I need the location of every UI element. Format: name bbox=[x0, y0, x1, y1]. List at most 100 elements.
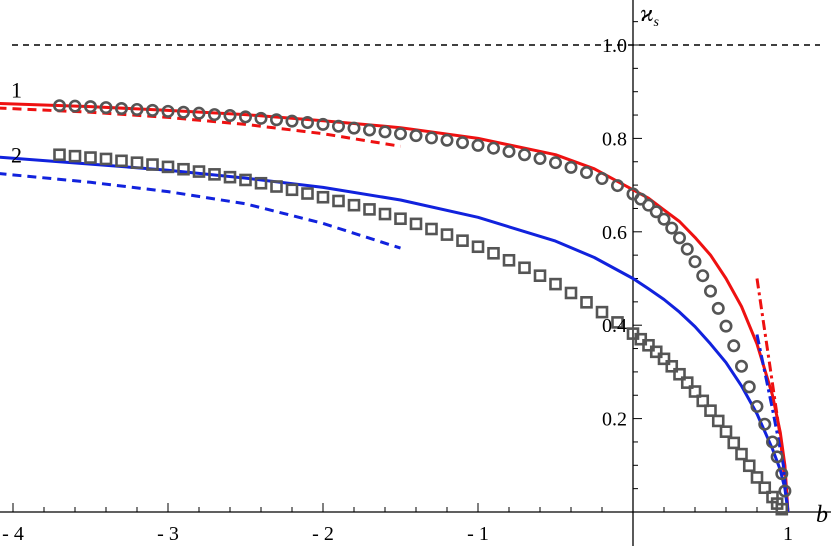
square-marker bbox=[130, 156, 144, 169]
circle-marker bbox=[742, 380, 756, 394]
square-marker bbox=[378, 207, 392, 221]
circle-marker bbox=[734, 359, 748, 373]
circle-marker bbox=[680, 242, 694, 256]
square-marker bbox=[688, 385, 702, 398]
square-marker bbox=[161, 160, 175, 174]
circle-marker bbox=[649, 205, 663, 219]
circle-marker bbox=[595, 172, 609, 186]
square-marker bbox=[649, 345, 663, 359]
circle-marker bbox=[672, 231, 686, 245]
x-tick-label: - 2 bbox=[312, 523, 334, 545]
square-marker bbox=[301, 187, 314, 200]
square-marker bbox=[192, 165, 206, 178]
square-marker bbox=[347, 198, 361, 212]
square-marker bbox=[254, 176, 268, 190]
circle-marker bbox=[502, 144, 516, 158]
square-marker bbox=[518, 261, 531, 275]
circle-marker bbox=[130, 102, 144, 116]
square-marker bbox=[332, 194, 345, 208]
square-marker bbox=[704, 404, 717, 417]
circle-marker bbox=[269, 113, 283, 127]
circle-marker bbox=[770, 450, 784, 464]
circle-marker bbox=[719, 319, 733, 333]
circle-marker bbox=[517, 148, 531, 162]
x-tick-label: 1 bbox=[783, 523, 793, 545]
square-marker bbox=[53, 148, 66, 162]
circle-marker bbox=[471, 138, 485, 152]
square-marker bbox=[665, 359, 679, 373]
circle-marker bbox=[548, 156, 562, 170]
square-marker bbox=[775, 502, 789, 516]
square-marker bbox=[549, 277, 562, 291]
circle-marker bbox=[665, 221, 679, 235]
square-marker bbox=[425, 222, 438, 236]
markers-layer bbox=[52, 99, 792, 516]
circle-marker bbox=[331, 119, 345, 133]
square-marker bbox=[696, 394, 710, 408]
square-marker bbox=[84, 151, 97, 164]
x-tick-label: - 3 bbox=[157, 523, 179, 545]
circle-marker bbox=[440, 133, 454, 147]
series-line-2 bbox=[0, 106, 401, 148]
circle-marker bbox=[486, 141, 500, 155]
circle-marker bbox=[775, 467, 789, 481]
circle-marker bbox=[239, 110, 253, 124]
y-tick-label: 0.6 bbox=[602, 222, 627, 244]
circle-marker bbox=[68, 99, 82, 113]
circle-marker bbox=[641, 198, 655, 212]
square-marker bbox=[719, 425, 733, 438]
circle-marker bbox=[455, 136, 469, 150]
circle-marker bbox=[192, 106, 206, 120]
circle-marker bbox=[285, 114, 299, 128]
square-marker bbox=[595, 305, 609, 319]
circle-marker bbox=[564, 160, 578, 174]
circle-marker bbox=[409, 129, 423, 143]
circle-marker bbox=[703, 284, 717, 298]
circle-marker bbox=[208, 108, 222, 122]
circle-marker bbox=[362, 123, 376, 137]
y-tick-label: 0.4 bbox=[602, 315, 627, 337]
square-marker bbox=[68, 149, 82, 163]
circle-marker bbox=[778, 484, 792, 498]
curve-label-1: 1 bbox=[11, 77, 22, 102]
x-tick-label: - 4 bbox=[2, 523, 24, 545]
circle-marker bbox=[316, 117, 330, 131]
circle-marker bbox=[177, 105, 191, 119]
square-marker bbox=[440, 228, 454, 241]
circle-marker bbox=[424, 131, 438, 145]
square-marker bbox=[564, 286, 578, 300]
square-marker bbox=[611, 316, 624, 329]
circle-marker bbox=[254, 111, 268, 125]
square-marker bbox=[456, 234, 469, 247]
square-marker bbox=[727, 436, 741, 450]
square-marker bbox=[642, 338, 655, 352]
square-marker bbox=[223, 170, 237, 184]
circle-marker bbox=[688, 255, 702, 269]
y-axis-label-subscript: s bbox=[654, 15, 660, 30]
square-marker bbox=[285, 183, 299, 197]
square-marker bbox=[363, 203, 376, 216]
circle-marker bbox=[52, 99, 66, 113]
square-marker bbox=[146, 158, 159, 171]
square-marker bbox=[471, 240, 485, 254]
square-marker bbox=[208, 168, 221, 181]
square-marker bbox=[758, 481, 772, 495]
square-marker bbox=[239, 173, 252, 187]
circle-marker bbox=[161, 104, 175, 118]
square-marker bbox=[673, 367, 686, 381]
square-marker bbox=[711, 414, 725, 428]
x-tick-label: - 1 bbox=[467, 523, 489, 545]
square-marker bbox=[99, 152, 113, 166]
square-marker bbox=[742, 459, 756, 473]
square-marker bbox=[680, 376, 694, 389]
square-marker bbox=[580, 296, 593, 309]
series-layer bbox=[0, 101, 790, 513]
circle-marker bbox=[579, 165, 593, 179]
circle-marker bbox=[727, 339, 741, 353]
circle-marker bbox=[750, 399, 764, 413]
square-marker bbox=[115, 154, 128, 168]
curve-label-2: 2 bbox=[11, 143, 22, 168]
square-marker bbox=[533, 269, 547, 282]
circle-marker bbox=[765, 435, 779, 449]
